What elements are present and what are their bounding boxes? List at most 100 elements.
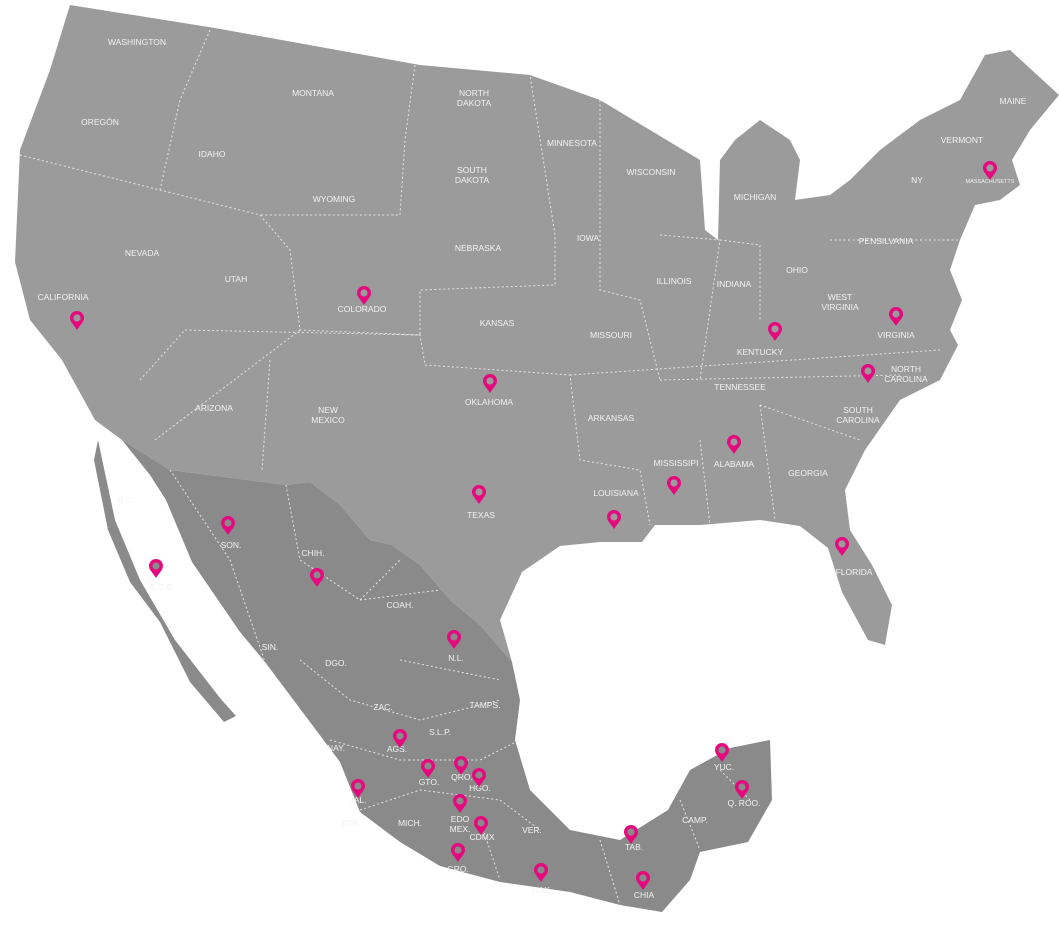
region-label-alabama: ALABAMA (714, 459, 754, 469)
map-pin-icon[interactable] (447, 630, 461, 649)
map-pin-icon[interactable] (454, 756, 468, 775)
map-pin-icon[interactable] (221, 516, 235, 535)
region-label-oregon: OREGÓN (81, 117, 119, 127)
map-pin-icon[interactable] (835, 537, 849, 556)
region-label-nay: NAY. (327, 743, 345, 753)
region-label-california: CALIFORNIA (37, 292, 88, 302)
map-pin-icon[interactable] (483, 374, 497, 393)
map-pin-icon[interactable] (357, 286, 371, 305)
region-label-tab: TAB. (625, 842, 643, 852)
map-pin-icon[interactable] (351, 779, 365, 798)
map-pin-icon[interactable] (727, 435, 741, 454)
region-label-tamps: TAMPS. (469, 700, 500, 710)
region-label-wyoming: WYOMING (313, 194, 356, 204)
map-pin-icon[interactable] (474, 816, 488, 835)
region-label-gro: GRO. (447, 864, 469, 874)
region-label-gto: GTO. (419, 777, 440, 787)
map-pin-icon[interactable] (889, 307, 903, 326)
mexico-landmass (94, 440, 772, 912)
region-label-line: NORTH (891, 364, 921, 374)
map-pin-icon[interactable] (149, 559, 163, 578)
region-label-idaho: IDAHO (199, 149, 226, 159)
region-label-line: DAKOTA (455, 175, 490, 185)
region-labels: WASHINGTON OREGÓN IDAHO MONTANA WYOMING NORTH… (37, 37, 1026, 900)
region-label-yuc: YUC. (714, 762, 734, 772)
region-label-minnesota: MINNESOTA (547, 138, 597, 148)
map-pin-icon[interactable] (310, 568, 324, 587)
region-label-oax: OAX. (532, 885, 552, 895)
region-label-col: COL. (342, 818, 362, 828)
region-label-north-carolina: NORTH CAROLINA (884, 364, 928, 384)
region-label-dgo: DGO. (325, 658, 347, 668)
region-label-massachusetts: MASSACHUSETTS (966, 179, 1015, 185)
region-label-line: NORTH (459, 88, 489, 98)
region-label-nl: N.L. (448, 653, 464, 663)
region-label-line: MEXICO (311, 415, 345, 425)
region-label-hgo: HGO. (469, 783, 491, 793)
region-label-tennessee: TENNESSEE (714, 382, 766, 392)
region-label-qro: QRO. (451, 772, 473, 782)
map-pin-icon[interactable] (472, 768, 486, 787)
region-label-utah: UTAH (225, 274, 248, 284)
map-pin-icon[interactable] (70, 311, 84, 330)
region-label-line: CAROLINA (836, 415, 880, 425)
map-pin-icon[interactable] (451, 843, 465, 862)
region-label-line: SOUTH (843, 405, 873, 415)
region-label-line: WEST (828, 292, 853, 302)
map-pin-icon[interactable] (472, 485, 486, 504)
region-label-montana: MONTANA (292, 88, 334, 98)
region-label-wisconsin: WISCONSIN (626, 167, 675, 177)
region-label-coah: COAH. (387, 600, 414, 610)
region-label-edomex: EDO MEX. (450, 814, 471, 834)
map-pin-icon[interactable] (453, 794, 467, 813)
region-label-maine: MAINE (1000, 96, 1027, 106)
map-pin-icon[interactable] (607, 510, 621, 529)
region-label-bcs: B.C.S (150, 582, 173, 592)
region-label-line: DAKOTA (457, 98, 492, 108)
usa-landmass (15, 5, 1059, 662)
region-label-cdmx: CDMX (469, 832, 494, 842)
map-pin-icon[interactable] (636, 871, 650, 890)
region-label-colorado: COLORADO (338, 304, 387, 314)
map-pin-icon[interactable] (768, 322, 782, 341)
region-label-pensilvania: PENSILVANIA (859, 236, 914, 246)
region-label-virginia: VIRGINIA (877, 330, 915, 340)
region-label-ver: VER. (522, 825, 542, 835)
region-label-zac: ZAC. (373, 702, 392, 712)
map-pin-icon[interactable] (421, 759, 435, 778)
region-label-son: SON. (221, 540, 242, 550)
map-pin-icon[interactable] (667, 476, 681, 495)
region-label-indiana: INDIANA (717, 279, 752, 289)
region-label-line: SOUTH (457, 165, 487, 175)
region-label-chia: CHIA (634, 890, 655, 900)
region-label-kentucky: KENTUCKY (737, 347, 784, 357)
region-label-line: NEW (318, 405, 338, 415)
region-label-georgia: GEORGIA (788, 468, 828, 478)
map-pin-icon[interactable] (715, 743, 729, 762)
region-label-missouri: MISSOURI (590, 330, 632, 340)
region-label-line: EDO (451, 814, 470, 824)
region-label-new-mexico: NEW MEXICO (311, 405, 345, 425)
region-label-texas: TEXAS (467, 510, 495, 520)
map-pin-icon[interactable] (624, 825, 638, 844)
map-pin-icon[interactable] (861, 364, 875, 383)
region-label-south-dakota: SOUTH DAKOTA (455, 165, 490, 185)
region-label-vermont: VERMONT (941, 135, 984, 145)
map-pin-icon[interactable] (393, 729, 407, 748)
region-label-arizona: ARIZONA (195, 403, 233, 413)
map-pin-icon[interactable] (983, 161, 997, 180)
map-pin-icon[interactable] (735, 780, 749, 799)
region-label-line: CAROLINA (884, 374, 928, 384)
region-label-illinois: ILLINOIS (657, 276, 692, 286)
region-label-mich: MICH. (398, 818, 422, 828)
region-label-ohio: OHIO (786, 265, 808, 275)
region-label-chih: CHIH. (301, 548, 324, 558)
map-pin-icon[interactable] (534, 863, 548, 882)
region-label-slp: S.L.P. (429, 727, 451, 737)
region-label-louisiana: LOUISIANA (593, 488, 639, 498)
region-label-north-dakota: NORTH DAKOTA (457, 88, 492, 108)
region-label-oklahoma: OKLAHOMA (465, 397, 514, 407)
region-label-sin: SIN. (262, 642, 279, 652)
region-label-line: VIRGINIA (821, 302, 859, 312)
